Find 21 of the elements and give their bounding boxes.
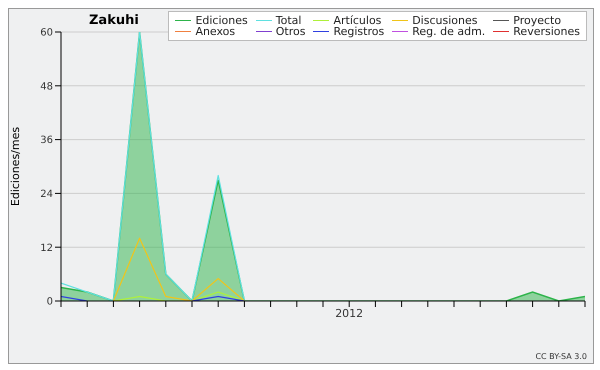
legend-label: Registros bbox=[333, 25, 384, 38]
legend-label: Total bbox=[276, 14, 302, 27]
y-tick-label: 48 bbox=[40, 81, 53, 92]
y-tick-label: 0 bbox=[46, 296, 53, 308]
legend-label: Reg. de adm. bbox=[412, 25, 486, 38]
legend-label: Reversiones bbox=[513, 25, 580, 38]
y-tick-label: 24 bbox=[40, 188, 53, 200]
legend-label: Ediciones bbox=[195, 14, 248, 27]
legend-label: Otros bbox=[276, 25, 306, 38]
chart-title: Zakuhi bbox=[89, 13, 139, 28]
legend-label: Discusiones bbox=[412, 14, 478, 27]
x-tick-label: 2012 bbox=[335, 306, 364, 320]
legend-label: Anexos bbox=[195, 25, 236, 38]
legend-label: Proyecto bbox=[513, 14, 562, 27]
y-tick-label: 60 bbox=[40, 28, 53, 39]
y-tick-label: 12 bbox=[40, 242, 53, 254]
legend-label: Artículos bbox=[333, 14, 382, 27]
line-series bbox=[112, 238, 245, 301]
y-axis-title: Ediciones/mes bbox=[8, 126, 22, 206]
y-tick-label: 36 bbox=[40, 135, 53, 146]
text: CC BY-SA 3.0 bbox=[535, 352, 587, 361]
